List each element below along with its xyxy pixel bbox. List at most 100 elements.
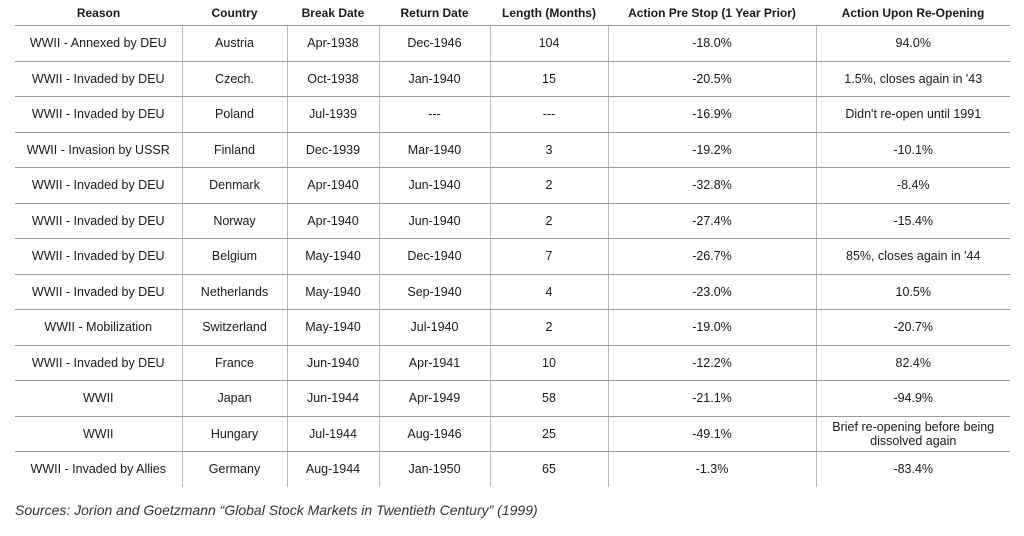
cell-action-reopening: 10.5% [815, 274, 1010, 310]
header-return-date: Return Date [379, 0, 490, 26]
table-row: WWII - Invaded by DEU Netherlands May-1940… [15, 274, 1010, 310]
cell-return-date: Aug-1946 [378, 416, 490, 452]
header-action-pre-stop: Action Pre Stop (1 Year Prior) [608, 0, 816, 26]
cell-action-reopening: -83.4% [815, 451, 1010, 487]
table-row: WWII - Invaded by DEU France Jun-1940 Apr-1… [15, 345, 1010, 381]
cell-country: Norway [181, 203, 287, 239]
table-row: WWII - Invasion by USSR Finland Dec-1939 Ma… [15, 132, 1010, 168]
header-action-reopening: Action Upon Re-Opening [816, 0, 1010, 26]
cell-action-reopening: 1.5%, closes again in '43 [815, 61, 1010, 97]
market-closures-table: Reason Country Break Date Return Date Le… [15, 0, 1010, 487]
cell-country: Netherlands [181, 274, 287, 310]
cell-break-date: Dec-1939 [286, 132, 379, 168]
cell-break-date: Apr-1940 [286, 203, 379, 239]
header-country: Country [182, 0, 287, 26]
cell-action-pre-stop: -20.5% [607, 61, 816, 97]
table-body: WWII - Annexed by DEU Austria Apr-1938 Dec-… [15, 25, 1010, 487]
cell-length: 2 [489, 309, 608, 346]
cell-reason: WWII - Invaded by DEU [15, 61, 182, 97]
cell-break-date: Jun-1940 [286, 345, 379, 381]
cell-action-pre-stop: -19.0% [607, 309, 816, 346]
cell-break-date: Apr-1938 [286, 25, 379, 62]
source-citation: Sources: Jorion and Goetzmann “Global St… [15, 502, 538, 518]
header-row: Reason Country Break Date Return Date Le… [15, 0, 1010, 26]
cell-return-date: Jul-1940 [378, 309, 490, 346]
cell-action-pre-stop: -16.9% [607, 96, 816, 133]
table-row: WWII - Mobilization Switzerland May-1940 Ju… [15, 309, 1010, 346]
cell-break-date: May-1940 [286, 309, 379, 346]
cell-break-date: Jul-1944 [286, 416, 379, 452]
cell-action-pre-stop: -23.0% [607, 274, 816, 310]
cell-country: Poland [181, 96, 287, 133]
cell-action-reopening: -15.4% [815, 203, 1010, 239]
cell-break-date: Apr-1940 [286, 167, 379, 204]
cell-reason: WWII - Annexed by DEU [15, 25, 182, 62]
cell-return-date: Dec-1946 [378, 25, 490, 62]
cell-country: Germany [181, 451, 287, 487]
table-row: WWII Hungary Jul-1944 Aug-1946 25 -49.1% Brief… [15, 416, 1010, 452]
cell-reason: WWII - Invaded by DEU [15, 96, 182, 133]
header-break-date: Break Date [287, 0, 379, 26]
cell-length: --- [489, 96, 608, 133]
cell-reason: WWII - Invaded by DEU [15, 167, 182, 204]
cell-action-reopening: Brief re-opening before being dissolved … [815, 416, 1010, 452]
cell-country: Finland [181, 132, 287, 168]
cell-length: 2 [489, 167, 608, 204]
cell-length: 7 [489, 238, 608, 275]
cell-action-reopening: -94.9% [815, 380, 1010, 417]
cell-country: Denmark [181, 167, 287, 204]
cell-country: Hungary [181, 416, 287, 452]
cell-reason: WWII [15, 380, 182, 417]
cell-country: Czech. [181, 61, 287, 97]
header-reason: Reason [15, 0, 182, 26]
cell-break-date: Oct-1938 [286, 61, 379, 97]
cell-action-pre-stop: -27.4% [607, 203, 816, 239]
cell-length: 25 [489, 416, 608, 452]
cell-break-date: May-1940 [286, 238, 379, 275]
cell-length: 104 [489, 25, 608, 62]
cell-return-date: Jan-1940 [378, 61, 490, 97]
cell-length: 3 [489, 132, 608, 168]
table-row: WWII - Annexed by DEU Austria Apr-1938 Dec-… [15, 25, 1010, 62]
cell-length: 2 [489, 203, 608, 239]
table-row: WWII - Invaded by Allies Germany Aug-1944 J… [15, 451, 1010, 487]
cell-country: Switzerland [181, 309, 287, 346]
table-row: WWII - Invaded by DEU Poland Jul-1939 --- --… [15, 96, 1010, 133]
cell-length: 4 [489, 274, 608, 310]
cell-action-reopening: Didn't re-open until 1991 [815, 96, 1010, 133]
cell-action-pre-stop: -32.8% [607, 167, 816, 204]
cell-return-date: Jun-1940 [378, 167, 490, 204]
cell-action-reopening: 82.4% [815, 345, 1010, 381]
cell-action-pre-stop: -18.0% [607, 25, 816, 62]
cell-return-date: Jan-1950 [378, 451, 490, 487]
cell-reason: WWII - Invaded by DEU [15, 274, 182, 310]
cell-action-reopening: -20.7% [815, 309, 1010, 346]
cell-break-date: Aug-1944 [286, 451, 379, 487]
table-row: WWII - Invaded by DEU Norway Apr-1940 Jun-1… [15, 203, 1010, 239]
cell-reason: WWII - Invasion by USSR [15, 132, 182, 168]
cell-reason: WWII - Invaded by DEU [15, 238, 182, 275]
cell-action-pre-stop: -19.2% [607, 132, 816, 168]
cell-reason: WWII - Invaded by DEU [15, 345, 182, 381]
cell-return-date: Mar-1940 [378, 132, 490, 168]
cell-action-pre-stop: -21.1% [607, 380, 816, 417]
cell-break-date: May-1940 [286, 274, 379, 310]
cell-action-reopening: 94.0% [815, 25, 1010, 62]
table-container: Reason Country Break Date Return Date Le… [15, 0, 1010, 487]
table-row: WWII - Invaded by DEU Czech. Oct-1938 Jan-1… [15, 61, 1010, 97]
cell-reason: WWII [15, 416, 182, 452]
cell-return-date: Dec-1940 [378, 238, 490, 275]
cell-country: France [181, 345, 287, 381]
cell-return-date: Jun-1940 [378, 203, 490, 239]
cell-action-reopening: -8.4% [815, 167, 1010, 204]
cell-return-date: Sep-1940 [378, 274, 490, 310]
cell-break-date: Jun-1944 [286, 380, 379, 417]
header-length: Length (Months) [490, 0, 608, 26]
cell-length: 58 [489, 380, 608, 417]
cell-action-pre-stop: -1.3% [607, 451, 816, 487]
cell-country: Belgium [181, 238, 287, 275]
cell-action-pre-stop: -12.2% [607, 345, 816, 381]
cell-reason: WWII - Mobilization [15, 309, 182, 346]
cell-action-reopening: -10.1% [815, 132, 1010, 168]
cell-action-pre-stop: -26.7% [607, 238, 816, 275]
